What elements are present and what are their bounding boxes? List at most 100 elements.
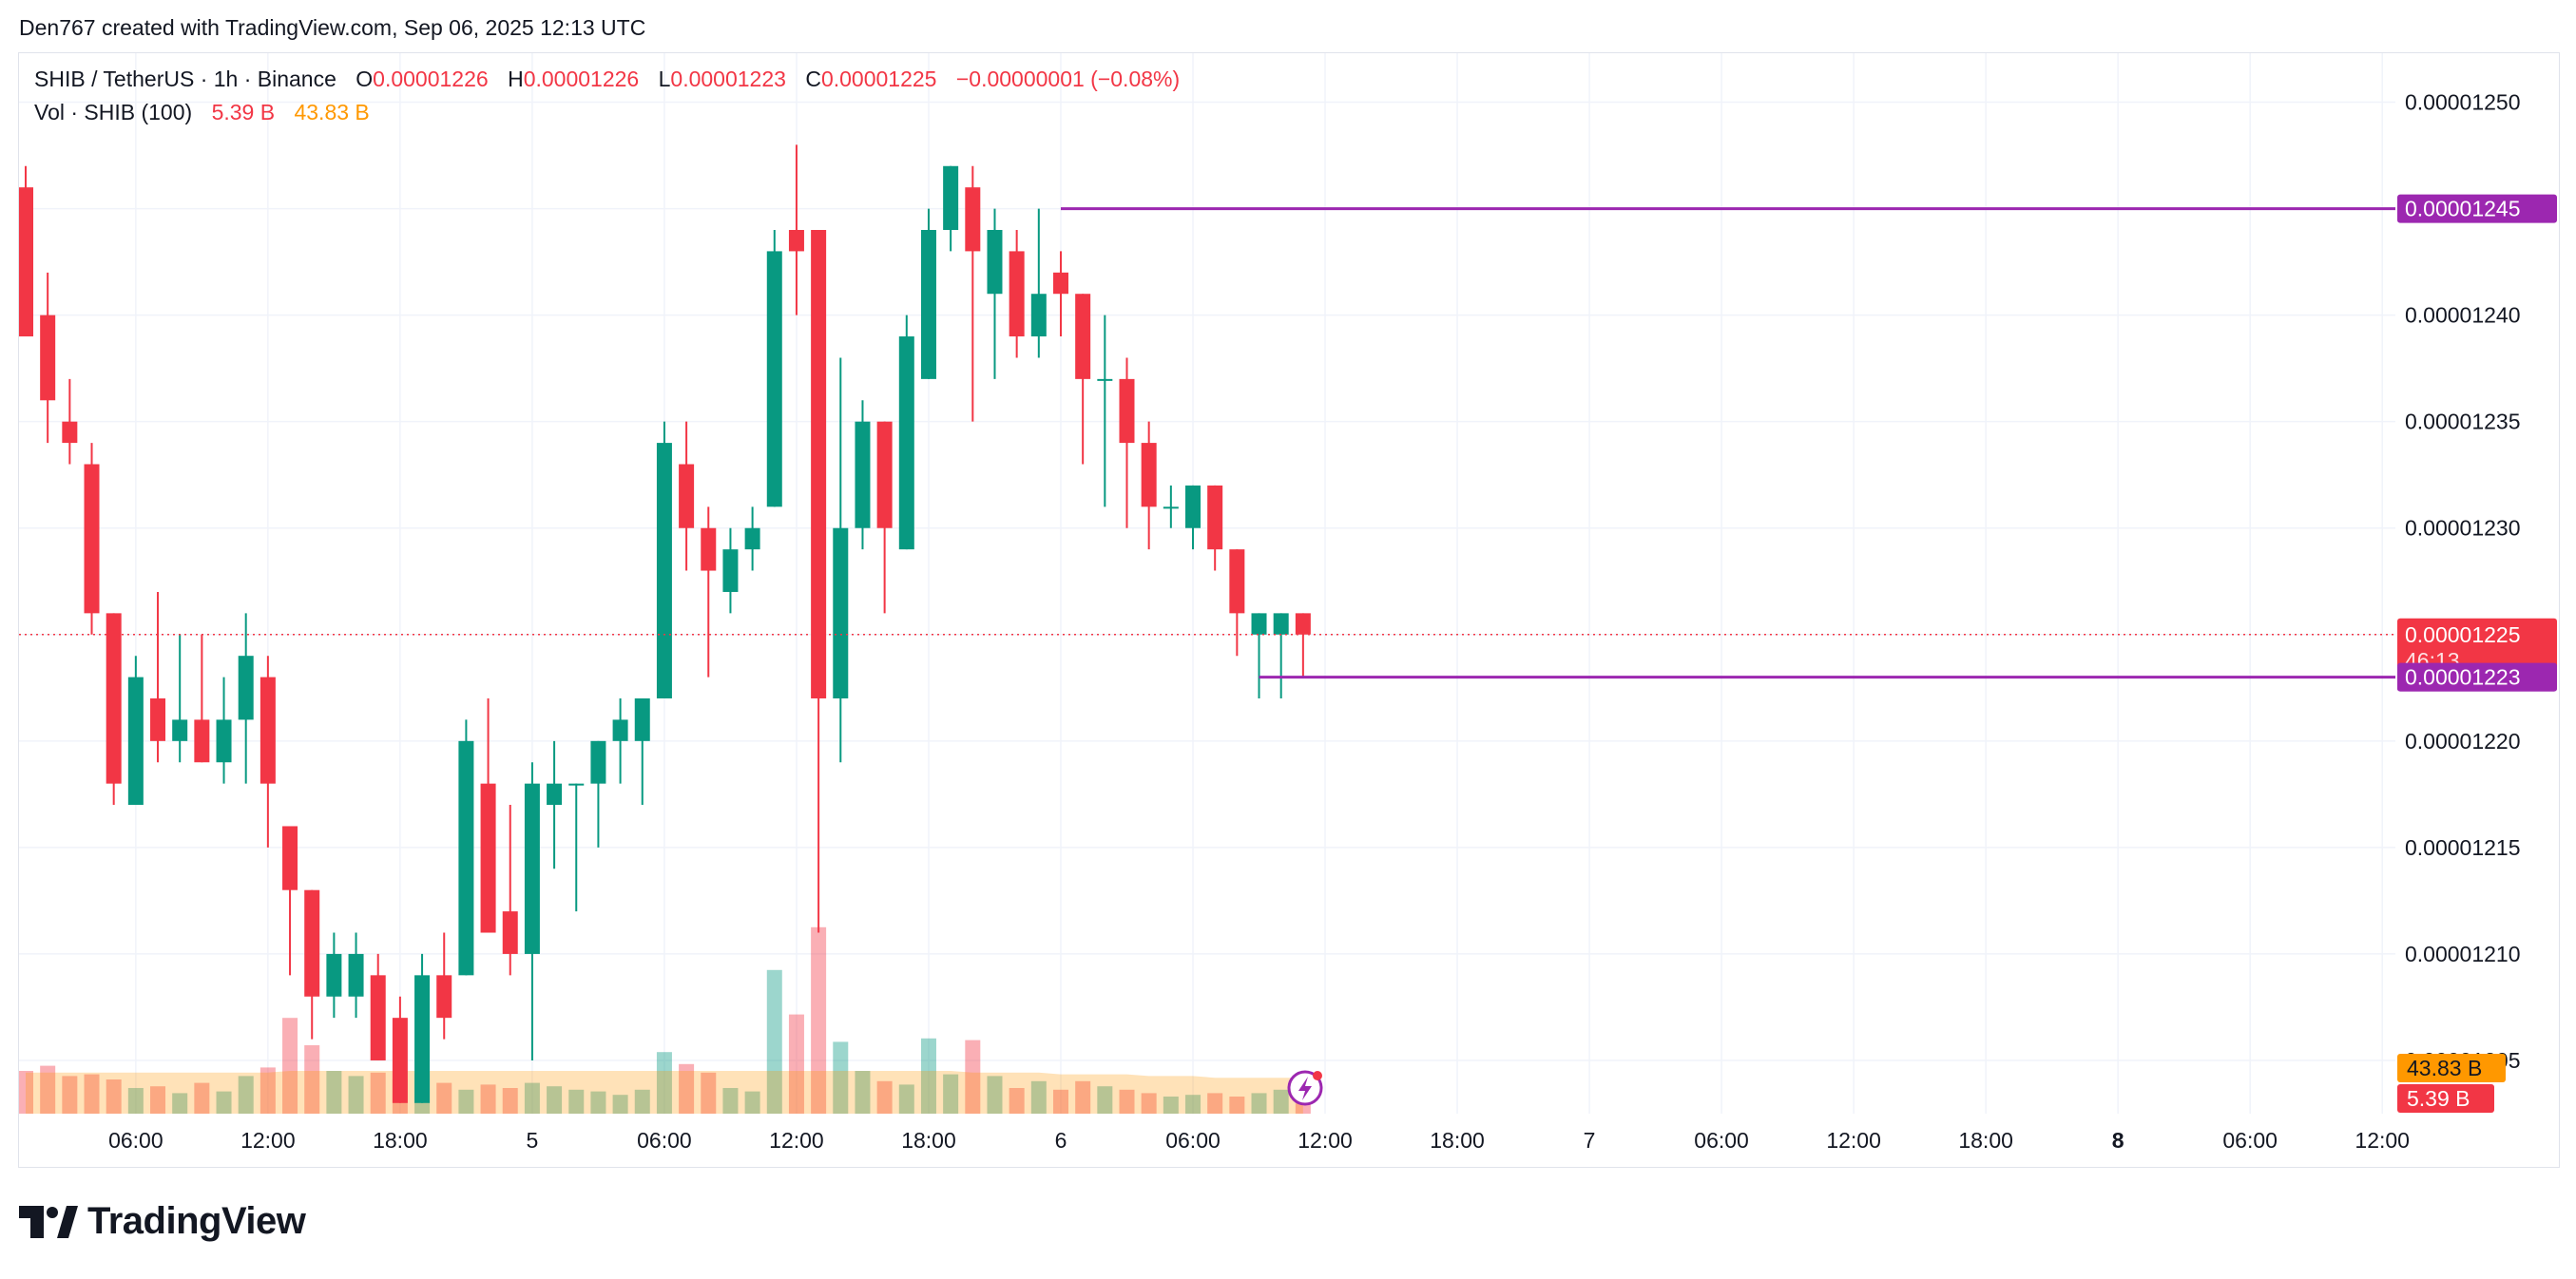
volume-bar <box>766 969 782 1114</box>
candle-body[interactable] <box>172 719 188 741</box>
candle-body[interactable] <box>965 187 981 252</box>
candle-body[interactable] <box>568 783 585 786</box>
x-tick-label: 12:00 <box>2355 1128 2410 1153</box>
volume-ma-value: 43.83 B <box>294 100 370 124</box>
candle-body[interactable] <box>84 464 100 614</box>
lightning-icon[interactable] <box>1287 1070 1323 1106</box>
candle-body[interactable] <box>106 613 122 784</box>
volume-bar <box>106 1079 122 1114</box>
volume-bar <box>943 1074 959 1114</box>
low-label: L <box>658 67 671 91</box>
volume-bar <box>1163 1097 1179 1114</box>
close-value: 0.00001225 <box>820 67 937 91</box>
volume-bar <box>855 1071 871 1114</box>
candle-body[interactable] <box>811 230 827 699</box>
candle-body[interactable] <box>590 740 606 784</box>
candle-body[interactable] <box>304 889 320 997</box>
volume-bar <box>370 1072 386 1114</box>
volume-bar <box>1251 1093 1267 1114</box>
candle-body[interactable] <box>1030 294 1047 337</box>
volume-bar <box>1052 1089 1068 1114</box>
candle-body[interactable] <box>1097 378 1113 381</box>
candle-body[interactable] <box>876 421 893 528</box>
candle-body[interactable] <box>656 443 672 699</box>
candle-body[interactable] <box>1163 506 1179 509</box>
tradingview-logo[interactable]: TradingView <box>19 1200 306 1243</box>
candle-body[interactable] <box>766 251 782 507</box>
volume-legend: Vol · SHIB (100) 5.39 B 43.83 B <box>34 100 370 125</box>
x-tick-label: 06:00 <box>637 1128 692 1153</box>
volume-bar <box>19 1071 33 1114</box>
volume-bar <box>480 1084 496 1114</box>
candle-body[interactable] <box>744 527 760 550</box>
candle-body[interactable] <box>1295 613 1311 635</box>
candle-body[interactable] <box>701 527 717 571</box>
candle-body[interactable] <box>238 656 254 720</box>
candle-body[interactable] <box>943 165 959 230</box>
candle-body[interactable] <box>612 719 628 741</box>
candle-body[interactable] <box>1119 378 1135 444</box>
x-tick-label: 12:00 <box>769 1128 824 1153</box>
candle-body[interactable] <box>282 826 298 890</box>
candle-body[interactable] <box>1207 485 1223 550</box>
volume-label[interactable]: Vol · SHIB (100) <box>34 100 193 124</box>
volume-bar <box>744 1091 760 1114</box>
volume-bar <box>524 1082 540 1114</box>
candle-body[interactable] <box>436 975 452 1019</box>
volume-bar <box>965 1040 981 1114</box>
candle-body[interactable] <box>679 464 695 528</box>
ohlc-legend: SHIB / TetherUS · 1h · Binance O0.000012… <box>34 67 1180 92</box>
candle-body[interactable] <box>62 421 78 444</box>
price-chart[interactable]: 0.00001250 0.00001245 0.00001240 0.00001235… <box>19 53 2559 1167</box>
candle-body[interactable] <box>150 698 166 741</box>
candle-body[interactable] <box>216 719 232 763</box>
candle-body[interactable] <box>414 975 431 1103</box>
candle-body[interactable] <box>634 698 650 741</box>
candle-body[interactable] <box>920 230 936 379</box>
candle-body[interactable] <box>502 911 518 954</box>
candle-body[interactable] <box>788 230 804 252</box>
volume-bar <box>1009 1088 1025 1114</box>
volume-bar <box>656 1052 672 1114</box>
symbol-title[interactable]: SHIB / TetherUS · 1h · Binance <box>34 67 336 91</box>
candle-body[interactable] <box>480 783 496 933</box>
candle-body[interactable] <box>833 527 849 699</box>
volume-bar <box>458 1089 474 1114</box>
chart-panel[interactable]: 0.00001250 0.00001245 0.00001240 0.00001235… <box>18 52 2560 1168</box>
x-tick-label: 06:00 <box>2222 1128 2278 1153</box>
candle-body[interactable] <box>260 677 276 784</box>
candle-body[interactable] <box>1229 549 1245 614</box>
candle-body[interactable] <box>1273 613 1289 635</box>
candle-body[interactable] <box>1185 485 1201 528</box>
candle-body[interactable] <box>458 740 474 976</box>
volume-bar <box>304 1045 320 1114</box>
volume-bar <box>1207 1093 1223 1114</box>
candle-body[interactable] <box>1052 272 1068 295</box>
candle-body[interactable] <box>392 1018 408 1103</box>
volume-bar <box>788 1014 804 1114</box>
candle-body[interactable] <box>1009 251 1025 337</box>
candle-body[interactable] <box>194 719 210 763</box>
candle-body[interactable] <box>127 677 144 806</box>
x-tick-label: 6 <box>1055 1128 1067 1153</box>
candle-body[interactable] <box>524 783 540 954</box>
last-price-tag <box>2397 618 2557 674</box>
candle-body[interactable] <box>19 187 33 337</box>
candle-body[interactable] <box>722 549 739 592</box>
candle-body[interactable] <box>370 975 386 1060</box>
candle-body[interactable] <box>547 783 563 806</box>
candle-body[interactable] <box>326 953 342 997</box>
candle-body[interactable] <box>1251 613 1267 635</box>
y-tick-label: 0.00001220 <box>2405 729 2521 754</box>
y-tick-label: 0.00001210 <box>2405 942 2521 966</box>
candle-body[interactable] <box>855 421 871 528</box>
volume-label: 5.39 B <box>2407 1086 2470 1111</box>
candle-body[interactable] <box>898 336 914 550</box>
candle-body[interactable] <box>348 953 364 997</box>
volume-bar <box>876 1080 893 1114</box>
candle-body[interactable] <box>1141 443 1157 507</box>
candle-body[interactable] <box>987 230 1003 295</box>
volume-bar <box>502 1088 518 1114</box>
candle-body[interactable] <box>1075 294 1091 379</box>
candle-body[interactable] <box>40 315 56 401</box>
